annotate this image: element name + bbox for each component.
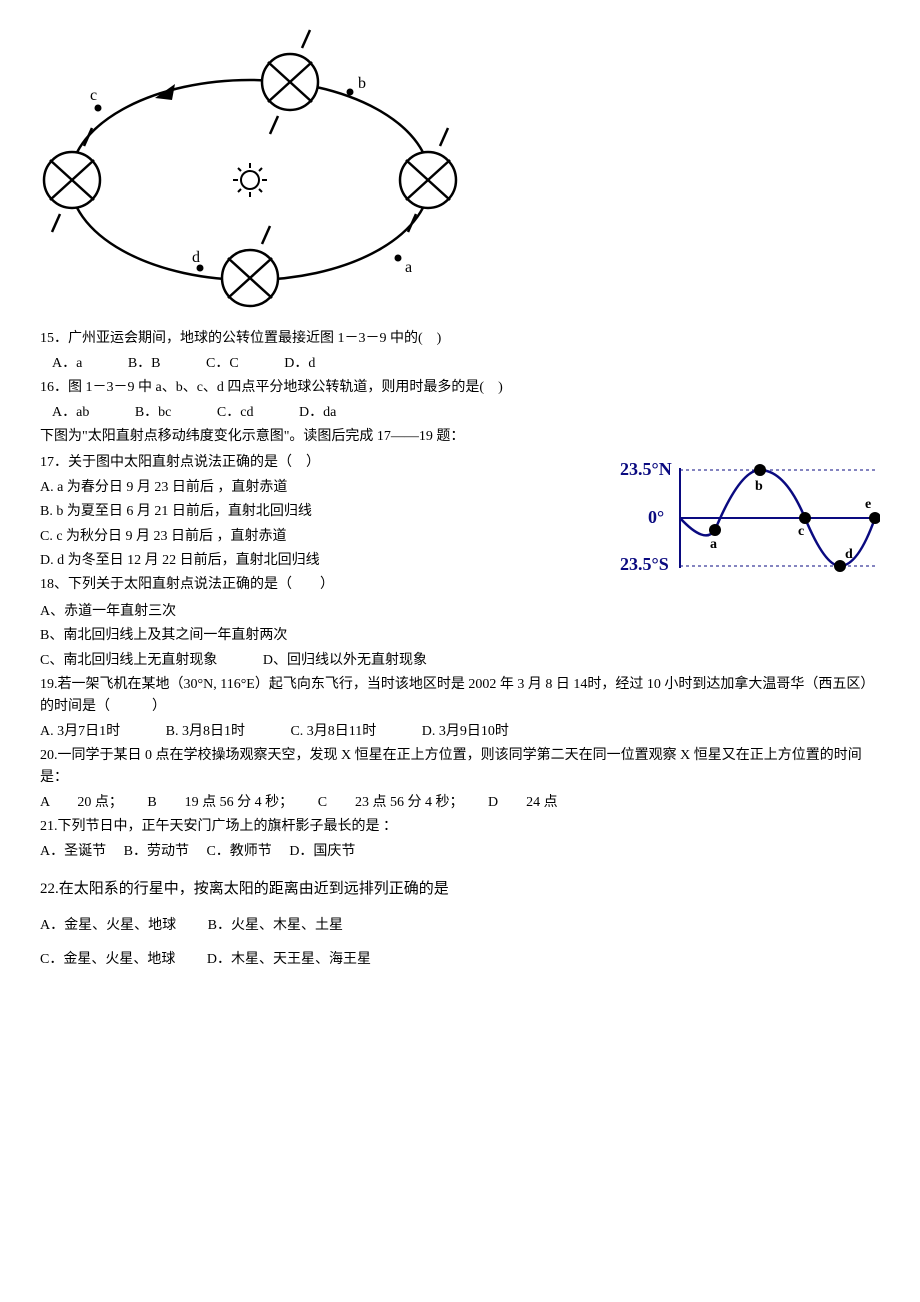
label-south: 23.5°S — [620, 554, 669, 574]
q20-A: A 20 点； — [40, 795, 116, 810]
svg-text:a: a — [405, 259, 412, 276]
q18-C: C、南北回归线上无直射现象 — [40, 653, 217, 668]
q21-D: D．国庆节 — [289, 844, 355, 859]
svg-text:e: e — [865, 497, 871, 512]
q22-stem: 22.在太阳系的行星中，按离太阳的距离由近到远排列正确的是 — [40, 877, 880, 901]
svg-text:b: b — [358, 75, 366, 92]
q19-options: A. 3月7日1时 B. 3月8日1时 C. 3月8日11时 D. 3月9日10… — [40, 721, 880, 743]
label-north: 23.5°N — [620, 459, 672, 479]
svg-text:d: d — [845, 547, 853, 562]
q22-row1: A．金星、火星、地球 B．火星、木星、土星 — [40, 915, 880, 937]
q19-A: A. 3月7日1时 — [40, 724, 120, 739]
earth-top — [262, 30, 318, 134]
q22-A: A．金星、火星、地球 — [40, 918, 176, 933]
q16-C: C．cd — [217, 405, 254, 420]
q17-D: D. d 为冬至日 12 月 22 日前后，直射北回归线 — [40, 550, 610, 572]
q15-C: C．C — [206, 356, 239, 371]
orbit-diagram: b a d c — [40, 20, 880, 318]
q21-options: A．圣诞节 B．劳动节 C．教师节 D．国庆节 — [40, 841, 880, 863]
q21-B: B．劳动节 — [124, 844, 189, 859]
q21-C: C．教师节 — [206, 844, 271, 859]
q19-C: C. 3月8日11时 — [290, 724, 376, 739]
q20-options: A 20 点； B 19 点 56 分 4 秒； C 23 点 56 分 4 秒… — [40, 792, 880, 814]
q19-B: B. 3月8日1时 — [166, 724, 245, 739]
q17-stem: 17．关于图中太阳直射点说法正确的是（ ） — [40, 452, 610, 474]
svg-text:b: b — [755, 479, 763, 494]
q22-row2: C．金星、火星、地球 D．木星、天王星、海王星 — [40, 949, 880, 971]
q16-options: A．ab B．bc C．cd D．da — [52, 402, 880, 424]
q20-C: C 23 点 56 分 4 秒； — [318, 795, 457, 810]
q17-A: A. a 为春分日 9 月 23 日前后 ，直射赤道 — [40, 477, 610, 499]
earth-bottom — [222, 226, 278, 310]
q15-A: A．a — [52, 356, 82, 371]
q17-B: B. b 为夏至日 6 月 21 日前后，直射北回归线 — [40, 501, 610, 523]
q19-stem: 19.若一架飞机在某地（30°N, 116°E）起飞向东飞行，当时该地区时是 2… — [40, 674, 880, 719]
q20-D: D 24 点 — [488, 795, 558, 810]
q18-CD: C、南北回归线上无直射现象 D、回归线以外无直射现象 — [40, 650, 880, 672]
sun-icon — [233, 163, 267, 197]
q15-D: D．d — [284, 356, 315, 371]
q16-D: D．da — [299, 405, 336, 420]
q21-stem: 21.下列节日中，正午天安门广场上的旗杆影子最长的是 ： — [40, 816, 880, 838]
q22-B: B．火星、木星、土星 — [208, 918, 343, 933]
q18-B: B、南北回归线上及其之间一年直射两次 — [40, 625, 880, 647]
earth-right — [400, 128, 456, 232]
q18-stem: 18、下列关于太阳直射点说法正确的是（ ） — [40, 574, 610, 596]
q18-A: A、赤道一年直射三次 — [40, 601, 880, 623]
q18-D: D、回归线以外无直射现象 — [263, 653, 427, 668]
svg-text:d: d — [192, 249, 200, 266]
q22-D: D．木星、天王星、海王星 — [207, 952, 371, 967]
q21-A: A．圣诞节 — [40, 844, 106, 859]
earth-left — [44, 128, 100, 232]
q22-C: C．金星、火星、地球 — [40, 952, 175, 967]
label-equator: 0° — [648, 507, 664, 527]
q16-stem: 16．图 1－3－9 中 a、b、c、d 四点平分地球公转轨道，则用时最多的是(… — [40, 377, 880, 399]
q16-B: B．bc — [135, 405, 172, 420]
q17-C: C. c 为秋分日 9 月 23 日前后 ，直射赤道 — [40, 526, 610, 548]
q15-stem: 15．广州亚运会期间，地球的公转位置最接近图 1－3－9 中的( ) — [40, 328, 880, 350]
q20-stem: 20.一同学于某日 0 点在学校操场观察天空，发现 X 恒星在正上方位置，则该同… — [40, 745, 880, 790]
q20-B: B 19 点 56 分 4 秒； — [147, 795, 286, 810]
q16-A: A．ab — [52, 405, 89, 420]
svg-text:a: a — [710, 537, 717, 552]
q19-D: D. 3月9日10时 — [422, 724, 509, 739]
q15-B: B．B — [128, 356, 161, 371]
declination-diagram: 23.5°N 0° 23.5°S a b c d e — [610, 450, 880, 598]
svg-text:c: c — [90, 87, 97, 104]
q15-options: A．a B．B C．C D．d — [52, 353, 880, 375]
intro-17-19: 下图为"太阳直射点移动纬度变化示意图"。读图后完成 17——19 题： — [40, 426, 880, 448]
svg-text:c: c — [798, 524, 804, 539]
